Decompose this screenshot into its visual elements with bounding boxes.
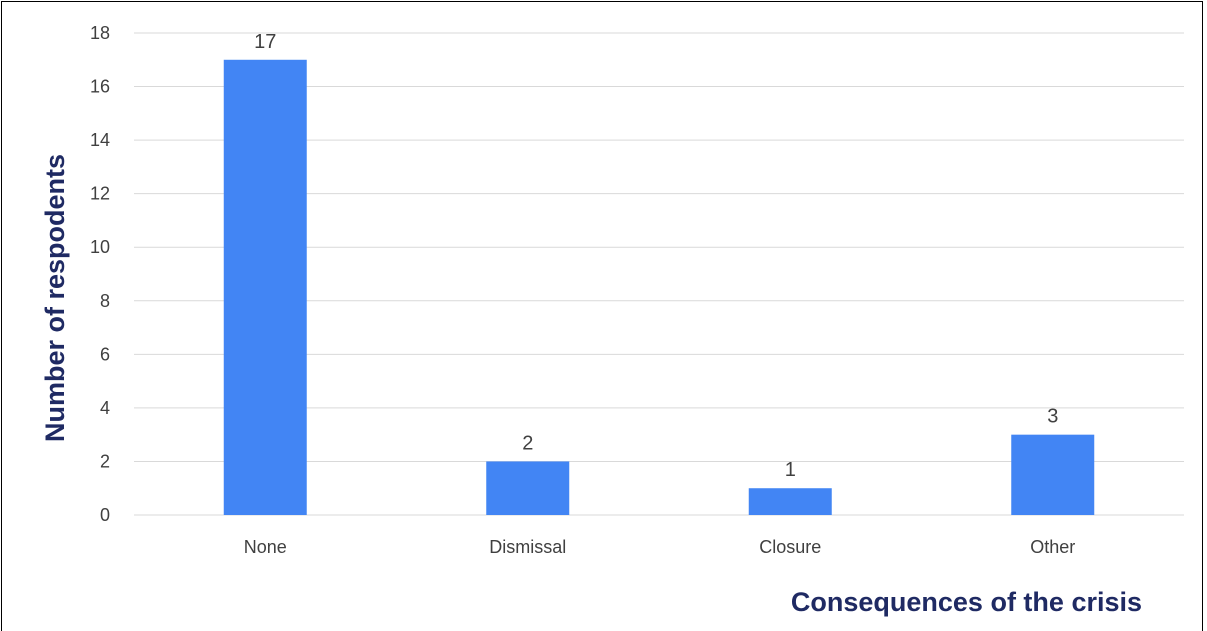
y-tick-label: 18 <box>90 23 110 43</box>
gridlines <box>134 32 1184 516</box>
x-tick-label-other: Other <box>1030 537 1075 557</box>
data-label-closure: 1 <box>785 459 796 481</box>
y-tick-label: 4 <box>100 398 110 418</box>
x-axis-title: Consequences of the crisis <box>791 587 1142 617</box>
bar-closure <box>748 488 832 515</box>
y-axis-title: Number of respodents <box>40 154 70 442</box>
y-tick-label: 0 <box>100 505 110 525</box>
y-tick-label: 2 <box>100 451 110 471</box>
data-labels: 17 2 1 3 <box>254 31 1058 481</box>
x-axis-ticks: None Dismissal Closure Other <box>244 537 1076 557</box>
x-tick-label-closure: Closure <box>759 537 821 557</box>
data-label-other: 3 <box>1047 406 1058 428</box>
bar-other <box>1011 434 1095 515</box>
y-tick-label: 6 <box>100 344 110 364</box>
y-tick-label: 12 <box>90 184 110 204</box>
y-tick-label: 10 <box>90 237 110 257</box>
bar-none <box>223 59 307 516</box>
data-label-dismissal: 2 <box>522 432 533 454</box>
y-tick-label: 14 <box>90 130 110 150</box>
y-axis-ticks: 0 2 4 6 8 10 12 14 16 18 <box>90 23 110 525</box>
data-label-none: 17 <box>254 31 276 53</box>
y-tick-label: 8 <box>100 291 110 311</box>
x-tick-label-dismissal: Dismissal <box>489 537 566 557</box>
y-tick-label: 16 <box>90 77 110 97</box>
bars <box>223 59 1095 516</box>
x-tick-label-none: None <box>244 537 287 557</box>
bar-dismissal <box>486 461 570 515</box>
